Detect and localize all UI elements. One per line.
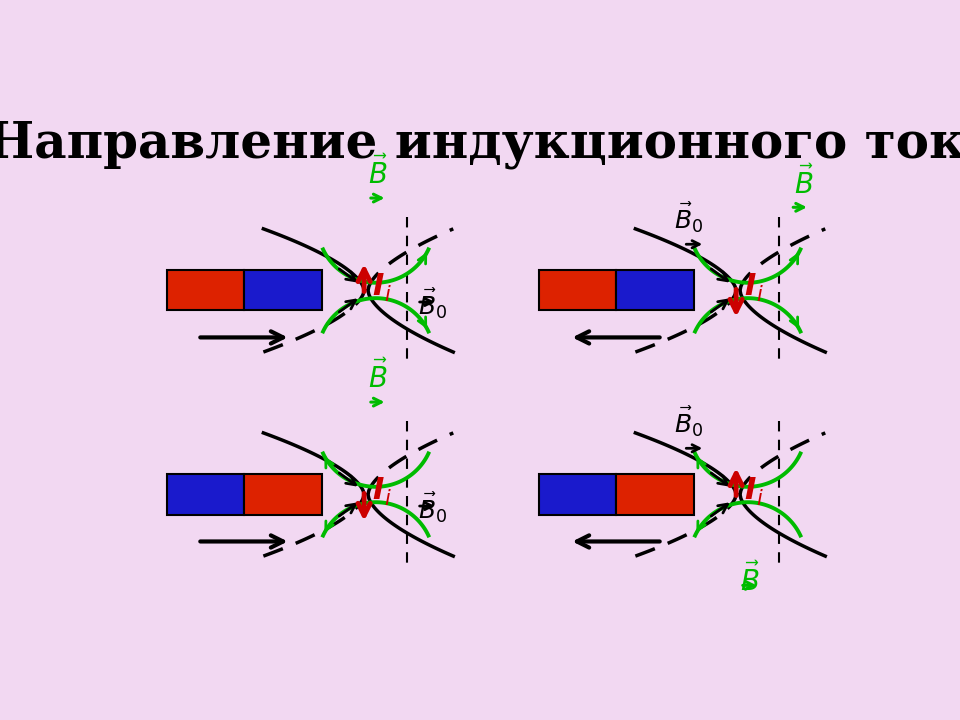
Bar (244, 271, 322, 310)
Text: $\vec{B}$: $\vec{B}$ (794, 166, 814, 200)
Text: Направление индукционного тока: Направление индукционного тока (0, 120, 960, 168)
Text: $\vec{B}_0$: $\vec{B}_0$ (674, 405, 704, 439)
Text: $\vec{B}$: $\vec{B}$ (740, 562, 760, 597)
Text: i: i (756, 489, 762, 509)
Text: $\vec{B}$: $\vec{B}$ (368, 360, 388, 395)
Text: $\vec{B}$: $\vec{B}$ (368, 156, 388, 190)
Bar (166, 474, 244, 515)
Bar (244, 474, 322, 515)
Text: $\vec{B}_0$: $\vec{B}_0$ (419, 491, 447, 526)
Text: I: I (744, 476, 756, 505)
Text: $\vec{B}_0$: $\vec{B}_0$ (674, 201, 704, 235)
Text: I: I (372, 476, 383, 505)
Bar (616, 271, 693, 310)
Bar (539, 474, 616, 515)
Bar (539, 271, 616, 310)
Text: I: I (372, 272, 383, 301)
Bar (616, 474, 693, 515)
Text: i: i (756, 285, 762, 305)
Text: i: i (384, 285, 390, 305)
Text: I: I (744, 272, 756, 301)
Text: $\vec{B}_0$: $\vec{B}_0$ (419, 287, 447, 321)
Text: i: i (384, 489, 390, 509)
Bar (166, 271, 244, 310)
